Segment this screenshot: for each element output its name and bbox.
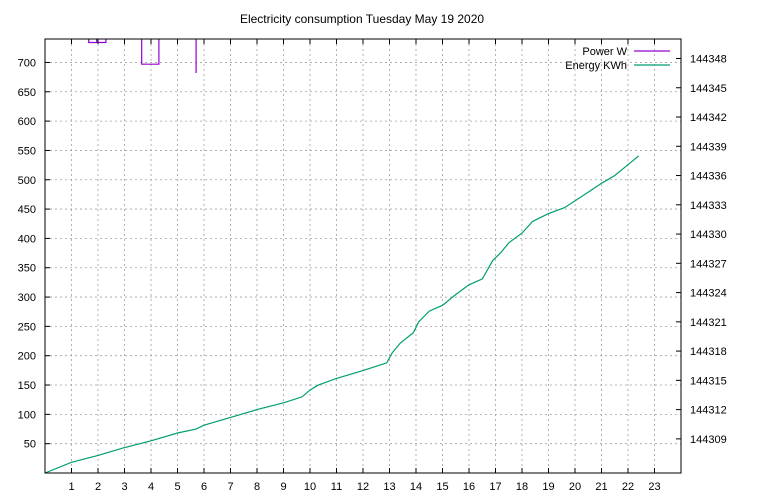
y-tick-label: 650 <box>18 87 36 99</box>
x-tick-label: 8 <box>254 481 260 493</box>
x-tick-label: 13 <box>383 481 395 493</box>
y2-tick-label: 144330 <box>690 229 727 241</box>
x-tick-label: 18 <box>516 481 528 493</box>
y2-tick-label: 144345 <box>690 83 727 95</box>
grid <box>45 39 681 473</box>
x-tick-label: 7 <box>227 481 233 493</box>
x-tick-label: 21 <box>595 481 607 493</box>
y2-tick-label: 144318 <box>690 346 727 358</box>
axis-ticks: 1 2 3 4 5 6 7 8 9 10 11 12 13 14 15 16 17 18 19 20 21 22 23501… <box>18 39 727 493</box>
x-tick-label: 23 <box>648 481 660 493</box>
power-series-segment <box>141 39 160 65</box>
x-tick-label: 12 <box>357 481 369 493</box>
y2-tick-label: 144309 <box>690 434 727 446</box>
x-tick-label: 10 <box>304 481 316 493</box>
y2-tick-label: 144339 <box>690 141 727 153</box>
chart-title: Electricity consumption Tuesday May 19 2… <box>240 12 484 26</box>
y2-tick-label: 144324 <box>690 288 727 300</box>
y-tick-label: 600 <box>18 116 36 128</box>
x-tick-label: 16 <box>463 481 475 493</box>
legend-label: Energy KWh <box>565 60 627 72</box>
x-tick-label: 17 <box>489 481 501 493</box>
y2-tick-label: 144327 <box>690 258 727 270</box>
y2-tick-label: 144336 <box>690 171 727 183</box>
x-tick-label: 14 <box>410 481 422 493</box>
power-series-segment <box>88 39 107 44</box>
x-tick-label: 19 <box>542 481 554 493</box>
energy-series-line <box>44 155 639 474</box>
x-tick-label: 3 <box>121 481 127 493</box>
x-tick-label: 4 <box>148 481 154 493</box>
x-tick-label: 6 <box>201 481 207 493</box>
x-tick-label: 22 <box>622 481 634 493</box>
x-tick-label: 9 <box>280 481 286 493</box>
y-tick-label: 450 <box>18 204 36 216</box>
x-tick-label: 1 <box>68 481 74 493</box>
plot-area <box>44 39 639 474</box>
y-tick-label: 50 <box>24 439 36 451</box>
x-tick-label: 15 <box>436 481 448 493</box>
y2-tick-label: 144348 <box>690 54 727 66</box>
y2-tick-label: 144342 <box>690 112 727 124</box>
legend: Power W Energy KWh <box>565 46 670 72</box>
y2-tick-label: 144312 <box>690 405 727 417</box>
y-tick-label: 100 <box>18 409 36 421</box>
y-tick-label: 350 <box>18 263 36 275</box>
y2-tick-label: 144321 <box>690 317 727 329</box>
y-tick-label: 150 <box>18 380 36 392</box>
y-tick-label: 300 <box>18 292 36 304</box>
y-tick-label: 500 <box>18 175 36 187</box>
y2-tick-label: 144315 <box>690 375 727 387</box>
legend-label: Power W <box>582 46 627 58</box>
y-tick-label: 550 <box>18 145 36 157</box>
x-tick-label: 20 <box>569 481 581 493</box>
y-tick-label: 200 <box>18 351 36 363</box>
y-tick-label: 250 <box>18 321 36 333</box>
x-tick-label: 2 <box>95 481 101 493</box>
y2-tick-label: 144333 <box>690 200 727 212</box>
x-tick-label: 11 <box>331 481 342 493</box>
x-tick-label: 5 <box>174 481 180 493</box>
y-tick-label: 400 <box>18 233 36 245</box>
y-tick-label: 700 <box>18 57 36 69</box>
